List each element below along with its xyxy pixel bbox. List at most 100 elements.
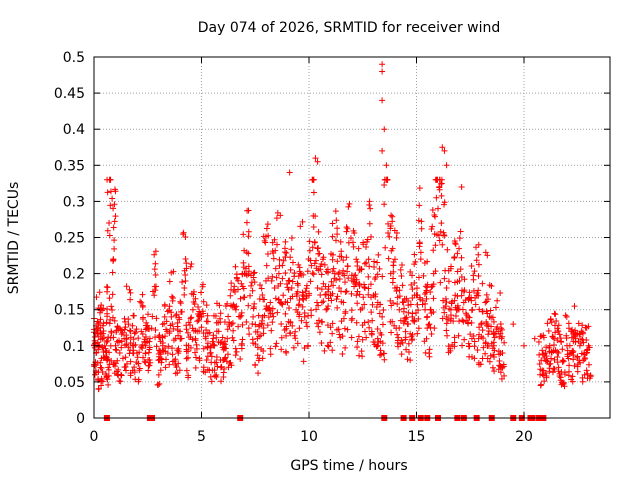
data-point — [431, 325, 438, 332]
data-point — [174, 369, 181, 376]
data-point — [104, 288, 111, 295]
data-point — [443, 285, 450, 292]
data-point — [361, 260, 368, 267]
data-point — [304, 268, 311, 275]
data-point — [232, 263, 239, 270]
data-point — [479, 327, 486, 334]
data-point — [368, 233, 375, 240]
data-point — [103, 319, 110, 326]
data-point — [559, 346, 566, 353]
data-point — [111, 237, 118, 244]
data-point — [388, 212, 395, 219]
data-point — [142, 342, 149, 349]
data-point — [302, 288, 309, 295]
data-point — [116, 337, 123, 344]
data-point — [399, 299, 406, 306]
data-point — [323, 291, 330, 298]
data-point — [374, 343, 381, 350]
data-point — [296, 264, 303, 271]
data-point — [379, 147, 386, 154]
data-point — [494, 324, 501, 331]
data-point — [315, 323, 322, 330]
data-point — [228, 280, 235, 287]
data-point — [369, 317, 376, 324]
y-tick-label: 0.1 — [63, 339, 85, 355]
data-point — [456, 235, 463, 242]
data-point — [206, 367, 213, 374]
data-point — [159, 321, 166, 328]
data-point — [192, 295, 199, 302]
y-axis-label: SRMTID / TECUs — [6, 182, 22, 295]
y-tick-labels: 0 0.05 0.1 0.15 0.2 0.25 0.3 0.35 0.4 0.45 0.5 — [54, 50, 85, 427]
data-point — [455, 332, 462, 339]
data-point — [329, 251, 336, 258]
data-point — [288, 246, 295, 253]
data-point — [469, 306, 476, 313]
y-tick-label: 0.25 — [54, 231, 85, 247]
data-point — [340, 257, 347, 264]
data-point — [401, 315, 408, 322]
data-point — [179, 279, 186, 286]
data-point — [131, 369, 138, 376]
data-point — [164, 350, 171, 357]
data-point — [424, 313, 431, 320]
data-point — [248, 282, 255, 289]
data-point — [112, 360, 119, 367]
data-point — [110, 258, 117, 265]
data-point — [195, 317, 202, 324]
data-point — [544, 320, 551, 327]
data-point — [268, 277, 275, 284]
data-point — [407, 301, 414, 308]
data-point — [213, 371, 220, 378]
data-point — [343, 224, 350, 231]
data-point — [239, 321, 246, 328]
data-point — [315, 250, 322, 257]
data-point — [416, 185, 423, 192]
data-point — [521, 342, 527, 349]
data-point — [556, 331, 563, 338]
data-point — [438, 192, 445, 199]
data-point — [152, 327, 159, 334]
data-point — [367, 205, 374, 212]
data-point — [569, 373, 576, 380]
data-point — [411, 261, 418, 268]
data-point — [188, 260, 195, 267]
data-point — [396, 287, 403, 294]
data-point — [444, 332, 451, 339]
data-point — [461, 276, 468, 283]
data-point — [571, 362, 578, 369]
data-point — [280, 257, 287, 264]
data-point — [344, 268, 351, 275]
data-point — [466, 314, 473, 321]
data-point — [146, 344, 153, 351]
data-point — [374, 271, 381, 278]
data-point — [405, 340, 412, 347]
data-point — [441, 275, 448, 282]
data-point — [100, 330, 107, 337]
data-point — [142, 350, 149, 357]
data-point — [127, 296, 134, 303]
data-point — [563, 313, 570, 320]
data-point — [342, 308, 349, 315]
data-point — [152, 260, 159, 267]
data-point — [174, 347, 181, 354]
data-point — [254, 344, 261, 351]
data-point — [283, 323, 290, 330]
data-point — [565, 320, 572, 327]
data-point — [339, 333, 346, 340]
data-point — [393, 287, 400, 294]
data-point — [423, 335, 430, 342]
data-point — [560, 358, 567, 365]
data-point — [471, 343, 478, 350]
data-point — [365, 285, 372, 292]
data-point — [436, 237, 443, 244]
data-point — [552, 311, 559, 318]
data-point — [320, 298, 327, 305]
data-point — [291, 269, 298, 276]
data-point — [148, 325, 155, 332]
data-point — [404, 356, 411, 363]
data-point — [125, 344, 132, 351]
data-point — [334, 304, 341, 311]
data-point — [405, 302, 412, 309]
data-point — [342, 344, 349, 351]
